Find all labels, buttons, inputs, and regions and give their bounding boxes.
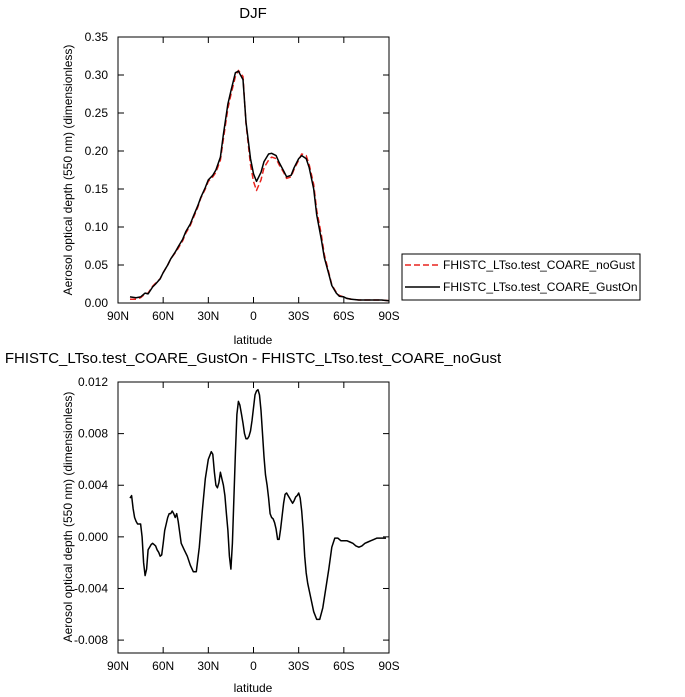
y-tick-label: 0.008 — [78, 427, 108, 441]
x-tick-label: 90S — [378, 659, 399, 673]
bottom-plot-frame — [117, 381, 390, 654]
x-tick-label: 60N — [152, 309, 174, 323]
y-tick-label: -0.004 — [74, 581, 108, 595]
bottom-chart-title: FHISTC_LTso.test_COARE_GustOn - FHISTC_L… — [5, 350, 502, 367]
y-tick-label: 0.004 — [78, 478, 108, 492]
y-tick-label: 0.35 — [85, 30, 109, 44]
y-tick-label: 0.10 — [85, 220, 109, 234]
y-tick-label: 0.05 — [85, 258, 109, 272]
x-tick-label: 60S — [333, 659, 354, 673]
bottom-lines — [129, 388, 386, 621]
series-line-0-1 — [129, 70, 390, 302]
series-line-1-0 — [129, 388, 386, 621]
y-tick-label: 0.20 — [85, 144, 109, 158]
y-tick-label: -0.008 — [74, 633, 108, 647]
bottom-y-axis-label: Aerosol optical depth (550 nm) (dimensio… — [61, 392, 75, 643]
x-tick-label: 30N — [197, 309, 219, 323]
x-tick-label: 0 — [250, 659, 257, 673]
x-tick-label: 90S — [378, 309, 399, 323]
x-tick-label: 30S — [288, 309, 309, 323]
top-ticks: 90N 60N 30N 0 30S 60S 90S 0.00 0.05 0.10 0.15 0.20 0… — [85, 30, 400, 323]
top-x-axis-label: latitude — [234, 333, 273, 347]
y-tick-label: 0.000 — [78, 530, 108, 544]
top-lines — [129, 69, 390, 302]
x-tick-label: 0 — [250, 309, 257, 323]
x-tick-label: 60N — [152, 659, 174, 673]
top-panel: DJF 90N 60N 30N 0 30S 60S 90S 0.00 0.05 0.10 0.15 0… — [61, 5, 400, 347]
bottom-panel: FHISTC_LTso.test_COARE_GustOn - FHISTC_L… — [5, 350, 502, 695]
x-tick-label: 30S — [288, 659, 309, 673]
top-chart-title: DJF — [239, 5, 267, 22]
legend-entry-noGust: FHISTC_LTso.test_COARE_noGust — [443, 258, 636, 272]
legend: FHISTC_LTso.test_COARE_noGust FHISTC_LTs… — [401, 253, 641, 301]
top-y-axis-label: Aerosol optical depth (550 nm) (dimensio… — [61, 45, 75, 296]
x-tick-label: 90N — [107, 309, 129, 323]
x-tick-label: 90N — [107, 659, 129, 673]
legend-entry-GustOn: FHISTC_LTso.test_COARE_GustOn — [443, 280, 638, 294]
x-tick-label: 30N — [197, 659, 219, 673]
y-tick-label: 0.15 — [85, 182, 109, 196]
series-line-0-0 — [130, 69, 390, 302]
y-tick-label: 0.012 — [78, 375, 108, 389]
y-tick-label: 0.25 — [85, 106, 109, 120]
legend-box — [401, 253, 641, 301]
x-tick-label: 60S — [333, 309, 354, 323]
bottom-x-axis-label: latitude — [234, 681, 273, 695]
bottom-ticks: 90N 60N 30N 0 30S 60S 90S -0.008 -0.004 0.000 0.00… — [74, 375, 400, 673]
y-tick-label: 0.00 — [85, 296, 109, 310]
y-tick-label: 0.30 — [85, 68, 109, 82]
